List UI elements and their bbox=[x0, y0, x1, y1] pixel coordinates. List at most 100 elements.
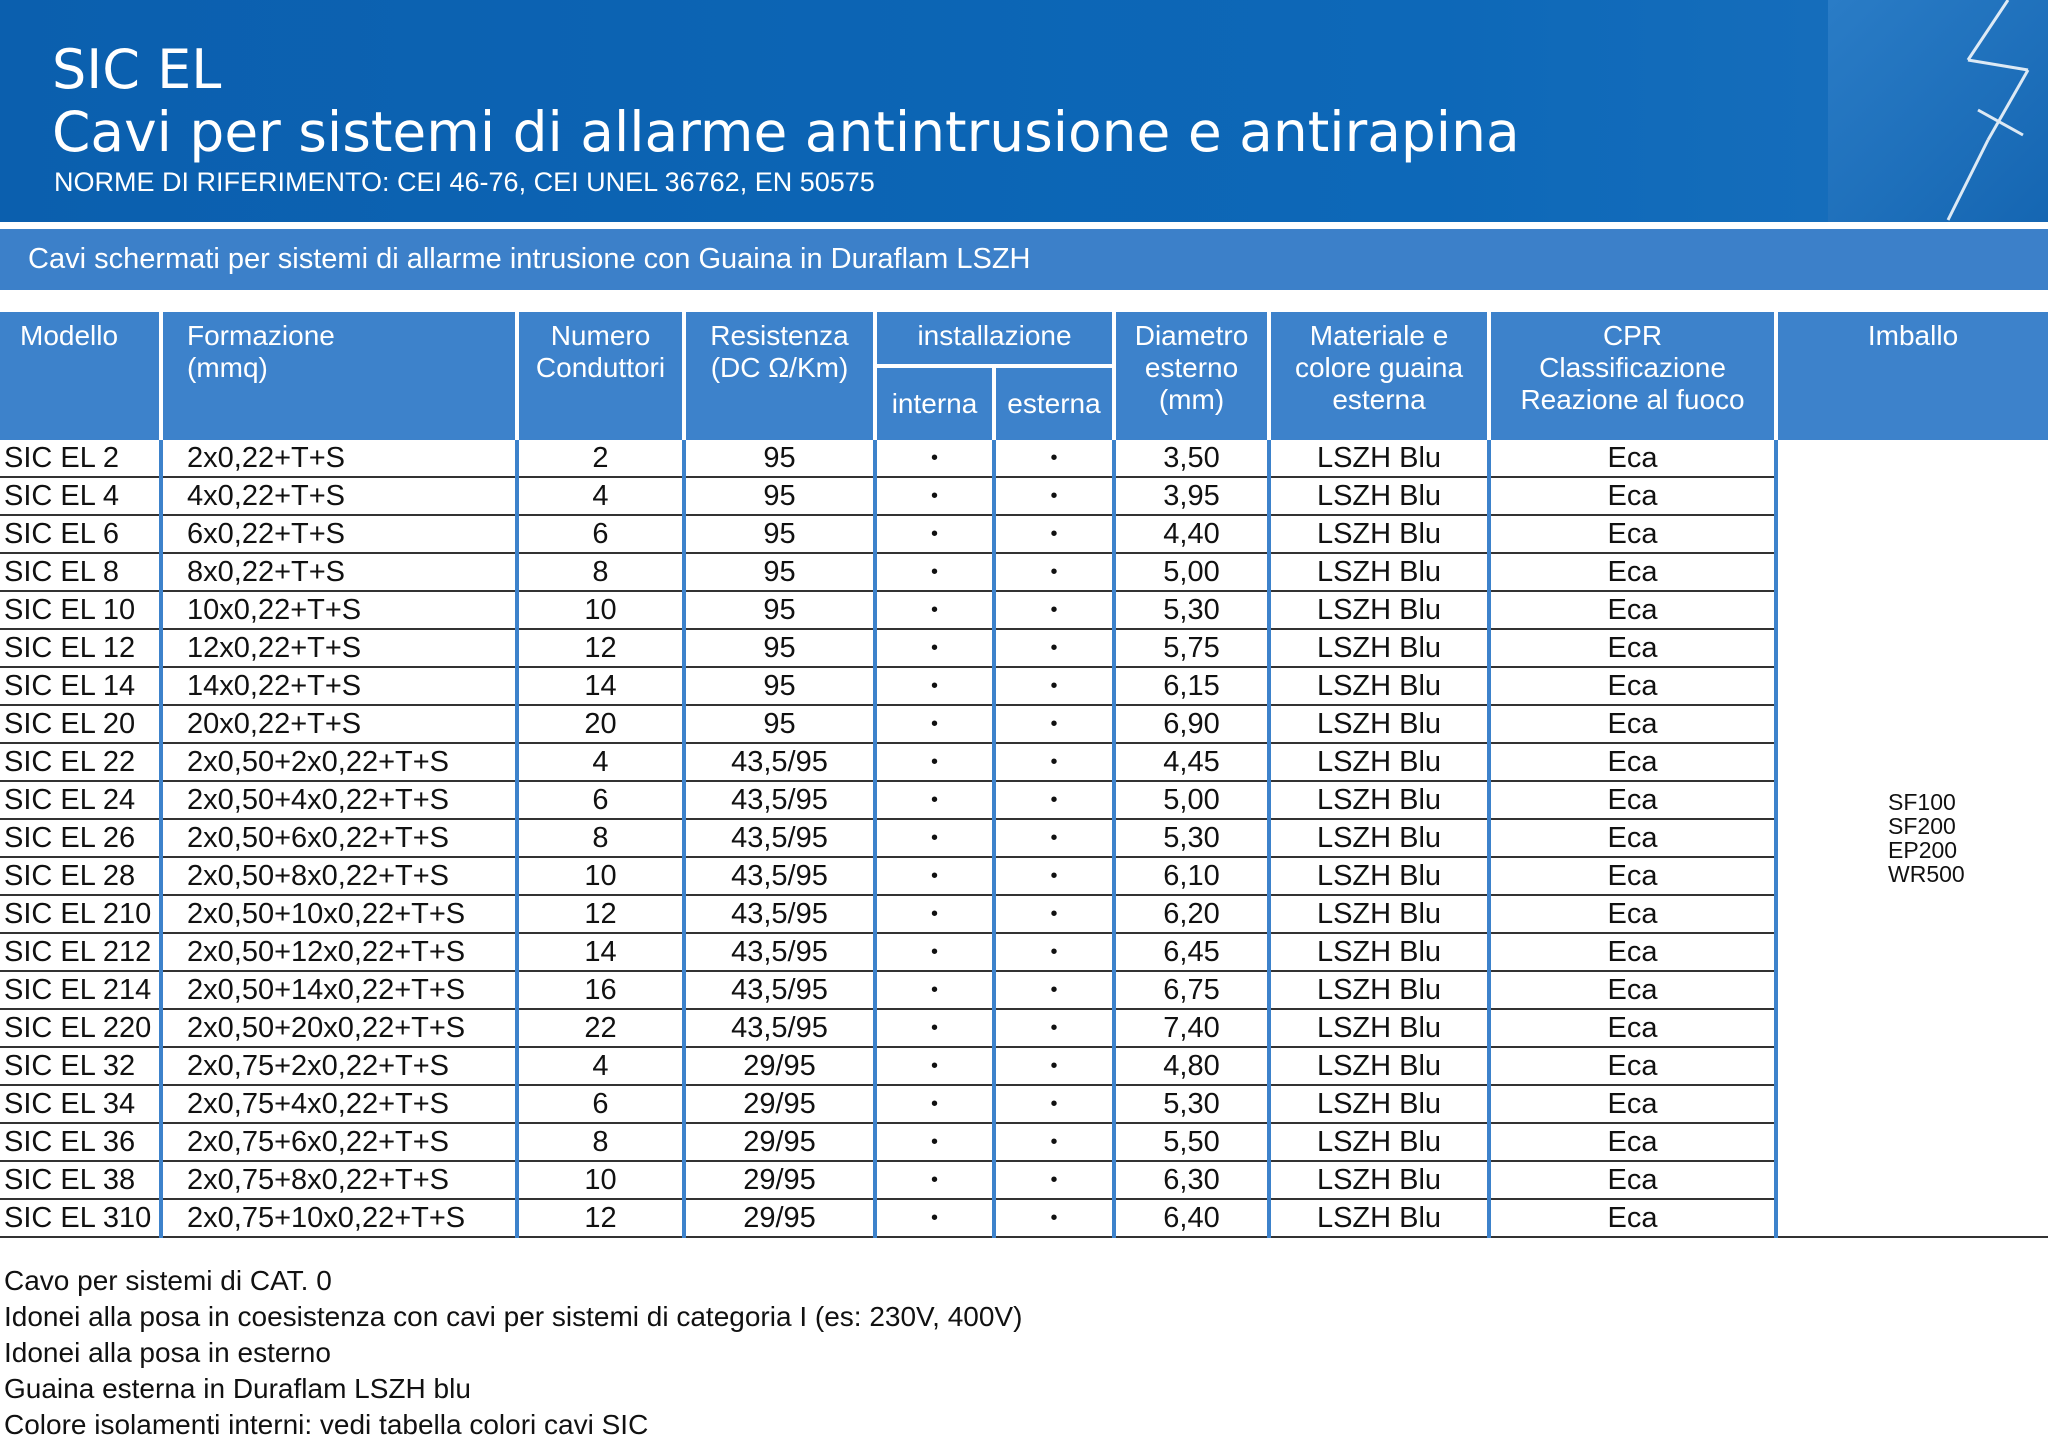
table-cell: • bbox=[991, 1199, 1115, 1238]
table-cell: • bbox=[873, 1161, 994, 1200]
table-cell: 5,00 bbox=[1112, 553, 1270, 592]
table-cell: SIC EL 210 bbox=[0, 895, 161, 934]
column-header: Resistenza (DC Ω/Km) bbox=[682, 312, 875, 440]
table-cell: 2x0,50+20x0,22+T+S bbox=[159, 1009, 517, 1048]
table-cell: Eca bbox=[1487, 743, 1777, 782]
table-cell: • bbox=[991, 553, 1115, 592]
table-cell: Eca bbox=[1487, 1085, 1777, 1124]
table-cell: 20x0,22+T+S bbox=[159, 705, 517, 744]
table-row: SIC EL 214 2x0,50+14x0,22+T+S 16 43,5/95 • • 6… bbox=[0, 971, 2048, 1010]
table-cell: Eca bbox=[1487, 1199, 1777, 1238]
table-cell: 4x0,22+T+S bbox=[159, 477, 517, 516]
note-line: Idonei alla posa in coesistenza con cavi… bbox=[4, 1301, 1023, 1332]
table-row: SIC EL 212 2x0,50+12x0,22+T+S 14 43,5/95 • • 6… bbox=[0, 933, 2048, 972]
table-cell: Eca bbox=[1487, 1161, 1777, 1200]
table-cell: 14x0,22+T+S bbox=[159, 667, 517, 706]
table-row: SIC EL 38 2x0,75+8x0,22+T+S 10 29/95 • • 6,30 L… bbox=[0, 1161, 2048, 1200]
table-cell: SIC EL 26 bbox=[0, 819, 161, 858]
table-cell: 6,90 bbox=[1112, 705, 1270, 744]
table-cell: 43,5/95 bbox=[682, 857, 875, 896]
table-cell: 16 bbox=[515, 971, 684, 1010]
table-cell: • bbox=[873, 705, 994, 744]
table-cell: 6,30 bbox=[1112, 1161, 1270, 1200]
table-cell: 6,15 bbox=[1112, 667, 1270, 706]
table-cell: 95 bbox=[682, 629, 875, 668]
column-header: installazione bbox=[872, 312, 1115, 366]
header-decoration bbox=[1828, 0, 2048, 222]
cable-icon bbox=[1946, 0, 2030, 221]
table-cell: • bbox=[873, 819, 994, 858]
table-cell: Eca bbox=[1487, 857, 1777, 896]
table-cell: SIC EL 34 bbox=[0, 1085, 161, 1124]
table-cell: 43,5/95 bbox=[682, 1009, 875, 1048]
table-cell: 6 bbox=[515, 781, 684, 820]
table-cell: LSZH Blu bbox=[1267, 857, 1490, 896]
table-cell: 5,50 bbox=[1112, 1123, 1270, 1162]
spec-table: Modello Formazione (mmq) Numero Conduttori… bbox=[0, 312, 2048, 1238]
table-cell: • bbox=[873, 1123, 994, 1162]
table-cell: • bbox=[873, 1009, 994, 1048]
table-cell: LSZH Blu bbox=[1267, 971, 1490, 1010]
table-cell: LSZH Blu bbox=[1267, 781, 1490, 820]
table-row: SIC EL 210 2x0,50+10x0,22+T+S 12 43,5/95 • • 6… bbox=[0, 895, 2048, 934]
table-row: SIC EL 10 10x0,22+T+S 10 95 • • 5,30 LSZH Blu Ec… bbox=[0, 591, 2048, 630]
table-cell: 5,75 bbox=[1112, 629, 1270, 668]
table-cell: 12 bbox=[515, 895, 684, 934]
table-cell: LSZH Blu bbox=[1267, 1009, 1490, 1048]
table-cell: 6 bbox=[515, 1085, 684, 1124]
column-header: Formazione (mmq) bbox=[159, 312, 517, 440]
table-cell: LSZH Blu bbox=[1267, 477, 1490, 516]
table-cell: Eca bbox=[1487, 629, 1777, 668]
table-cell: • bbox=[991, 1123, 1115, 1162]
table-cell: • bbox=[991, 1161, 1115, 1200]
note-line: Cavo per sistemi di CAT. 0 bbox=[4, 1265, 332, 1296]
table-cell: 43,5/95 bbox=[682, 933, 875, 972]
table-cell: LSZH Blu bbox=[1267, 1161, 1490, 1200]
table-cell: • bbox=[991, 1047, 1115, 1086]
table-cell: SIC EL 22 bbox=[0, 743, 161, 782]
table-cell: 95 bbox=[682, 440, 875, 478]
note-line: Idonei alla posa in esterno bbox=[4, 1337, 331, 1368]
table-cell: 22 bbox=[515, 1009, 684, 1048]
table-cell: 12 bbox=[515, 629, 684, 668]
table-row: SIC EL 24 2x0,50+4x0,22+T+S 6 43,5/95 • • 5,00… bbox=[0, 781, 2048, 820]
table-cell: • bbox=[991, 591, 1115, 630]
table-cell: 2x0,22+T+S bbox=[159, 440, 517, 478]
table-cell: LSZH Blu bbox=[1267, 933, 1490, 972]
table-cell: • bbox=[991, 440, 1115, 478]
table-cell: • bbox=[991, 781, 1115, 820]
table-cell: • bbox=[873, 933, 994, 972]
table-cell: LSZH Blu bbox=[1267, 1047, 1490, 1086]
table-cell: 95 bbox=[682, 705, 875, 744]
table-row: SIC EL 2 2x0,22+T+S 2 95 • • 3,50 LSZH Blu Eca SF… bbox=[0, 440, 2048, 1238]
table-cell: LSZH Blu bbox=[1267, 515, 1490, 554]
table-cell: • bbox=[873, 743, 994, 782]
table-row: SIC EL 28 2x0,50+8x0,22+T+S 10 43,5/95 • • 6,1… bbox=[0, 857, 2048, 896]
table-cell: 5,30 bbox=[1112, 1085, 1270, 1124]
notes: Cavo per sistemi di CAT. 0 Idonei alla po… bbox=[4, 1263, 1022, 1443]
table-cell: 2x0,50+8x0,22+T+S bbox=[159, 857, 517, 896]
table-cell: Eca bbox=[1487, 705, 1777, 744]
table-cell: 2x0,75+4x0,22+T+S bbox=[159, 1085, 517, 1124]
table-cell: 6,40 bbox=[1112, 1199, 1270, 1238]
table-cell: 5,00 bbox=[1112, 781, 1270, 820]
table-cell: 8 bbox=[515, 819, 684, 858]
table-cell: LSZH Blu bbox=[1267, 591, 1490, 630]
table-cell: • bbox=[991, 667, 1115, 706]
table-cell: 4,80 bbox=[1112, 1047, 1270, 1086]
table-cell: 2x0,75+2x0,22+T+S bbox=[159, 1047, 517, 1086]
table-cell: 4,40 bbox=[1112, 515, 1270, 554]
table-cell: • bbox=[873, 629, 994, 668]
table-cell: • bbox=[991, 1009, 1115, 1048]
table-cell: 2x0,50+6x0,22+T+S bbox=[159, 819, 517, 858]
table-cell: • bbox=[873, 667, 994, 706]
column-header: Modello bbox=[0, 312, 161, 440]
table-cell: LSZH Blu bbox=[1267, 1085, 1490, 1124]
table-cell: • bbox=[873, 895, 994, 934]
table-cell: 95 bbox=[682, 667, 875, 706]
table-cell: 10x0,22+T+S bbox=[159, 591, 517, 630]
table-cell: • bbox=[991, 933, 1115, 972]
table-cell: • bbox=[991, 1085, 1115, 1124]
table-cell: 10 bbox=[515, 857, 684, 896]
